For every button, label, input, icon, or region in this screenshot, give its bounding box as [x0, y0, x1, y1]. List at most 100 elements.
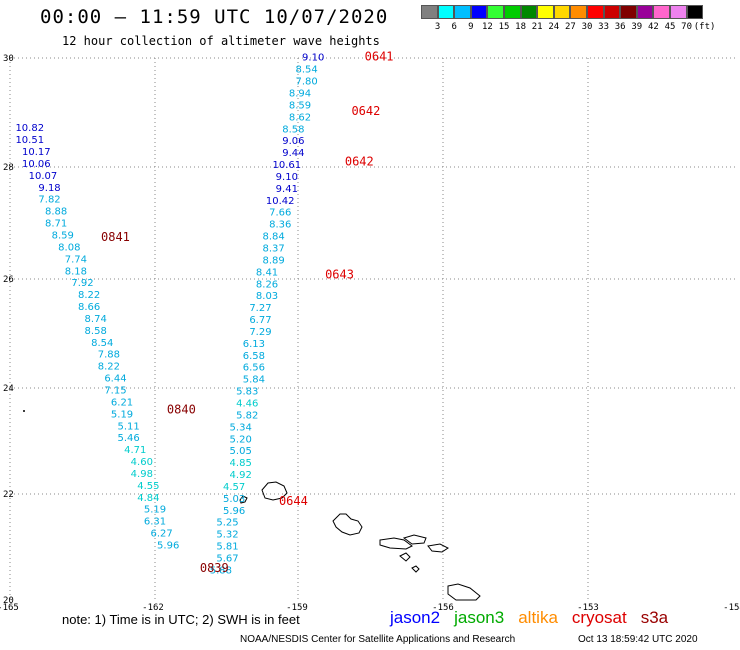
scale-label: 24: [548, 22, 560, 32]
scale-swatch: [470, 5, 488, 19]
island-outline: [332, 513, 363, 536]
swh-value: 5.11: [118, 421, 140, 432]
y-tick-label: 28: [3, 163, 14, 173]
swh-value: 8.62: [289, 112, 311, 123]
scale-swatch: [487, 5, 504, 19]
x-tick-label: -162: [142, 603, 164, 613]
swh-value: 6.13: [243, 339, 265, 350]
island-outline: [411, 565, 420, 573]
scale-label: 36: [614, 22, 626, 32]
x-tick-label: -159: [286, 603, 308, 613]
scale-swatch: [603, 5, 621, 19]
time-label: 0644: [279, 494, 308, 508]
island-outline: [261, 481, 288, 501]
swh-value: 5.19: [111, 409, 133, 420]
swh-value: 8.71: [45, 219, 67, 230]
swh-value: 8.22: [78, 290, 100, 301]
swh-value: 8.08: [58, 242, 80, 253]
island-outline: [239, 495, 248, 504]
y-tick-label: 26: [3, 275, 14, 285]
time-label: 0641: [365, 50, 394, 64]
y-tick-label: 30: [3, 54, 14, 64]
swh-value: 9.41: [276, 184, 298, 195]
swh-value: 4.92: [230, 470, 252, 481]
x-tick-label: -156: [432, 603, 454, 613]
swh-value: 10.17: [22, 147, 51, 158]
swh-value: 8.58: [282, 124, 304, 135]
scale-label: 15: [498, 22, 510, 32]
swh-value: 6.21: [111, 397, 133, 408]
swh-value: 8.36: [269, 220, 291, 231]
swh-value: 8.41: [256, 267, 278, 278]
footer-note: note: 1) Time is in UTC; 2) SWH is in fe…: [62, 612, 300, 627]
swh-value: 5.81: [216, 542, 238, 553]
swh-value: 8.18: [65, 266, 87, 277]
swh-value: 8.03: [256, 291, 278, 302]
swh-value: 5.34: [230, 422, 252, 433]
scale-swatch: [437, 5, 455, 19]
swh-value: 8.94: [289, 88, 311, 99]
swh-value: 9.10: [302, 53, 324, 64]
swh-value: 8.54: [91, 338, 113, 349]
scale-label: 45: [664, 22, 676, 32]
swh-value: 6.44: [104, 374, 126, 385]
footer-timestamp: Oct 13 18:59:42 UTC 2020: [578, 634, 698, 645]
legend-entry-altika: altika: [518, 608, 558, 627]
scale-swatch: [586, 5, 604, 19]
scale-label: 12: [481, 22, 493, 32]
swh-value: 4.57: [223, 482, 245, 493]
island-dot: [23, 410, 25, 412]
swh-value: 5.67: [216, 554, 238, 565]
swh-value: 5.25: [216, 518, 238, 529]
swh-value: 8.58: [85, 326, 107, 337]
swh-value: 7.29: [249, 327, 271, 338]
scale-swatch: [537, 5, 554, 19]
y-tick-label: 22: [3, 490, 14, 500]
satellite-legend: jason2 jason3 altika cryosat s3a: [390, 608, 682, 628]
y-tick-label: 20: [3, 596, 14, 606]
swh-value: 4.60: [131, 457, 153, 468]
scale-swatch: [669, 5, 687, 19]
scale-label: 6: [451, 22, 457, 32]
legend-entry-s3a: s3a: [640, 608, 669, 627]
legend-entry-jason2: jason2: [390, 608, 441, 627]
scale-label: 30: [581, 22, 593, 32]
swh-value: 8.59: [289, 100, 311, 111]
page-title: 00:00 – 11:59 UTC 10/07/2020: [40, 6, 389, 28]
x-tick-label: -153: [577, 603, 599, 613]
swh-value: 5.46: [118, 433, 140, 444]
scale-label: 3: [434, 22, 441, 32]
swh-value: 5.19: [144, 505, 166, 516]
scale-swatch: [421, 5, 438, 19]
swh-value: 5.83: [236, 387, 258, 398]
swh-value: 7.15: [104, 385, 126, 396]
island-outline: [399, 552, 411, 562]
scale-swatch: [553, 5, 571, 19]
swh-value: 5.32: [216, 530, 238, 541]
swh-value: 4.84: [137, 493, 159, 504]
time-label: 0643: [325, 268, 354, 282]
scale-label: 70: [681, 22, 693, 32]
scale-label: 21: [531, 22, 543, 32]
swh-value: 4.85: [230, 458, 252, 469]
swh-value: 8.22: [98, 362, 120, 373]
scale-swatch: [454, 5, 471, 19]
swh-value: 5.96: [223, 506, 245, 517]
swh-value: 10.51: [15, 135, 44, 146]
swh-value: 9.10: [276, 172, 298, 183]
legend-entry-jason3: jason3: [454, 608, 505, 627]
scale-label: 42: [647, 22, 659, 32]
time-label: 0642: [345, 154, 374, 168]
swh-value: 8.89: [263, 255, 285, 266]
scale-swatch: [620, 5, 637, 19]
legend-entry-cryosat: cryosat: [571, 608, 627, 627]
time-label: 0839: [200, 561, 229, 575]
scale-swatch: [653, 5, 670, 19]
time-label: 0841: [101, 230, 130, 244]
island-outline: [447, 583, 481, 601]
swh-value: 6.56: [243, 363, 265, 374]
swh-value: 6.77: [249, 315, 271, 326]
swh-value: 4.71: [124, 445, 146, 456]
swh-value: 9.06: [282, 136, 304, 147]
